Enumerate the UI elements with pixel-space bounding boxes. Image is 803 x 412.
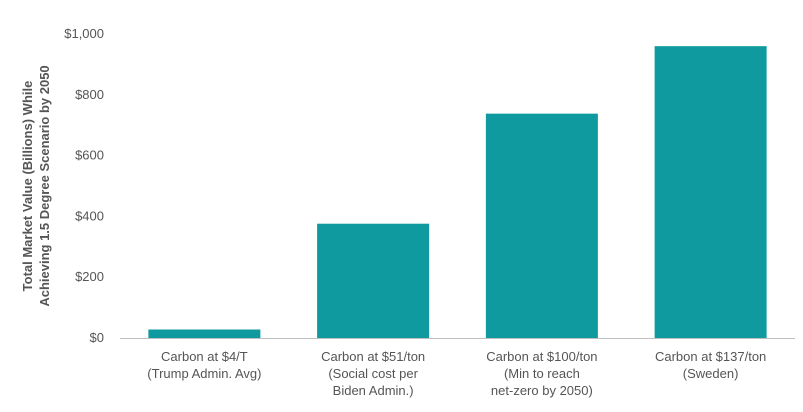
x-tick-label-line: Carbon at $4/T bbox=[161, 349, 248, 364]
y-axis-title-text: Total Market Value (Billions) While Achie… bbox=[20, 65, 52, 306]
bar bbox=[654, 46, 767, 338]
x-tick-label: Carbon at $4/T (Trump Admin. Avg) bbox=[147, 349, 261, 381]
bars bbox=[148, 46, 767, 338]
x-tick-label: Carbon at $137/ton (Sweden) bbox=[655, 349, 766, 381]
x-tick-label: Carbon at $100/ton (Min to reach net-zero … bbox=[486, 349, 597, 398]
bar bbox=[485, 113, 598, 338]
x-tick-label-line: (Min to reach bbox=[504, 366, 580, 381]
y-axis-title: Total Market Value (Billions) While Achie… bbox=[20, 65, 52, 306]
bar bbox=[148, 329, 261, 338]
x-tick-label-line: (Sweden) bbox=[683, 366, 739, 381]
x-axis-labels: Carbon at $4/T (Trump Admin. Avg)Carbon a… bbox=[147, 349, 766, 398]
x-tick-label-line: net-zero by 2050) bbox=[491, 383, 593, 398]
x-tick-label-line: Carbon at $137/ton bbox=[655, 349, 766, 364]
y-tick-label: $800 bbox=[75, 87, 104, 102]
y-axis-title-line: Achieving 1.5 Degree Scenario by 2050 bbox=[37, 65, 52, 306]
y-tick-label: $600 bbox=[75, 148, 104, 163]
y-tick-label: $400 bbox=[75, 208, 104, 223]
x-tick-label-line: Biden Admin.) bbox=[333, 383, 414, 398]
y-axis-ticks: $0 $200 $400 $600 $800 $1,000 bbox=[64, 26, 104, 345]
x-tick-label-line: (Social cost per bbox=[328, 366, 418, 381]
bar bbox=[317, 223, 430, 338]
x-tick-label-line: (Trump Admin. Avg) bbox=[147, 366, 261, 381]
y-tick-label: $0 bbox=[90, 330, 104, 345]
x-tick-label: Carbon at $51/ton (Social cost per Biden A… bbox=[321, 349, 425, 398]
x-tick-label-line: Carbon at $51/ton bbox=[321, 349, 425, 364]
y-tick-label: $200 bbox=[75, 269, 104, 284]
x-tick-label-line: Carbon at $100/ton bbox=[486, 349, 597, 364]
y-axis-title-line: Total Market Value (Billions) While bbox=[20, 81, 35, 292]
y-tick-label: $1,000 bbox=[64, 26, 104, 41]
